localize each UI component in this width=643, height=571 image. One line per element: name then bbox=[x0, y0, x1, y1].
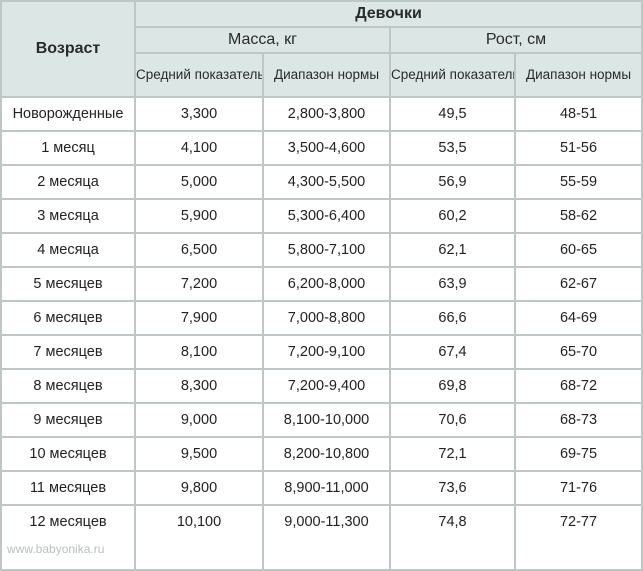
age-cell: 5 месяцев bbox=[0, 266, 136, 302]
table-body: Новорожденные 3,300 2,800-3,800 49,5 48-… bbox=[0, 96, 643, 571]
weight-range-cell: 8,100-10,000 bbox=[262, 402, 391, 438]
age-column-header: Возраст bbox=[0, 0, 136, 98]
weight-range-cell: 5,800-7,100 bbox=[262, 232, 391, 268]
table-row: 12 месяцев 10,100 9,000-11,300 74,8 72-7… bbox=[0, 504, 643, 571]
height-range-cell: 68-73 bbox=[514, 402, 643, 438]
table-row: 7 месяцев 8,100 7,200-9,100 67,4 65-70 bbox=[0, 334, 643, 370]
height-range-cell: 69-75 bbox=[514, 436, 643, 472]
weight-range-cell: 6,200-8,000 bbox=[262, 266, 391, 302]
height-average-cell: 49,5 bbox=[389, 96, 516, 132]
height-average-cell: 73,6 bbox=[389, 470, 516, 506]
age-cell: 6 месяцев bbox=[0, 300, 136, 336]
height-range-cell: 51-56 bbox=[514, 130, 643, 166]
height-range-cell: 58-62 bbox=[514, 198, 643, 234]
height-average-cell: 66,6 bbox=[389, 300, 516, 336]
height-range-cell: 68-72 bbox=[514, 368, 643, 404]
weight-average-cell: 5,900 bbox=[134, 198, 264, 234]
height-range-cell: 62-67 bbox=[514, 266, 643, 302]
height-range-cell: 71-76 bbox=[514, 470, 643, 506]
site-watermark: www.babyonika.ru bbox=[7, 542, 105, 556]
weight-average-cell: 6,500 bbox=[134, 232, 264, 268]
height-range-cell: 72-77 bbox=[514, 504, 643, 571]
weight-range-cell: 4,300-5,500 bbox=[262, 164, 391, 200]
height-average-cell: 60,2 bbox=[389, 198, 516, 234]
table-row: 10 месяцев 9,500 8,200-10,800 72,1 69-75 bbox=[0, 436, 643, 472]
height-group-header: Рост, см bbox=[389, 26, 643, 54]
age-cell: Новорожденные bbox=[0, 96, 136, 132]
weight-average-cell: 7,900 bbox=[134, 300, 264, 336]
height-range-cell: 65-70 bbox=[514, 334, 643, 370]
table-row: 1 месяц 4,100 3,500-4,600 53,5 51-56 bbox=[0, 130, 643, 166]
age-cell: 3 месяца bbox=[0, 198, 136, 234]
weight-average-header: Средний показатель bbox=[134, 52, 264, 98]
weight-range-cell: 7,200-9,400 bbox=[262, 368, 391, 404]
weight-average-cell: 10,100 bbox=[134, 504, 264, 571]
table-row: 6 месяцев 7,900 7,000-8,800 66,6 64-69 bbox=[0, 300, 643, 336]
weight-average-cell: 4,100 bbox=[134, 130, 264, 166]
table-row: 2 месяца 5,000 4,300-5,500 56,9 55-59 bbox=[0, 164, 643, 200]
table-row: 8 месяцев 8,300 7,200-9,400 69,8 68-72 bbox=[0, 368, 643, 404]
weight-average-cell: 8,300 bbox=[134, 368, 264, 404]
weight-average-cell: 3,300 bbox=[134, 96, 264, 132]
height-range-header: Диапазон нормы bbox=[514, 52, 643, 98]
age-cell: 12 месяцев bbox=[0, 504, 136, 571]
height-average-cell: 74,8 bbox=[389, 504, 516, 571]
age-cell: 1 месяц bbox=[0, 130, 136, 166]
weight-average-cell: 9,500 bbox=[134, 436, 264, 472]
height-average-cell: 63,9 bbox=[389, 266, 516, 302]
height-average-cell: 70,6 bbox=[389, 402, 516, 438]
weight-range-cell: 3,500-4,600 bbox=[262, 130, 391, 166]
weight-range-cell: 9,000-11,300 bbox=[262, 504, 391, 571]
weight-range-cell: 8,900-11,000 bbox=[262, 470, 391, 506]
height-average-cell: 67,4 bbox=[389, 334, 516, 370]
height-average-cell: 72,1 bbox=[389, 436, 516, 472]
height-range-cell: 60-65 bbox=[514, 232, 643, 268]
height-average-cell: 62,1 bbox=[389, 232, 516, 268]
height-range-cell: 55-59 bbox=[514, 164, 643, 200]
weight-range-cell: 7,200-9,100 bbox=[262, 334, 391, 370]
age-cell: 9 месяцев bbox=[0, 402, 136, 438]
table-row: 4 месяца 6,500 5,800-7,100 62,1 60-65 bbox=[0, 232, 643, 268]
weight-average-cell: 8,100 bbox=[134, 334, 264, 370]
weight-average-cell: 7,200 bbox=[134, 266, 264, 302]
height-average-cell: 53,5 bbox=[389, 130, 516, 166]
table-row: 11 месяцев 9,800 8,900-11,000 73,6 71-76 bbox=[0, 470, 643, 506]
weight-range-cell: 7,000-8,800 bbox=[262, 300, 391, 336]
age-cell: 2 месяца bbox=[0, 164, 136, 200]
height-average-header: Средний показатель bbox=[389, 52, 516, 98]
age-cell: 8 месяцев bbox=[0, 368, 136, 404]
table-row: 5 месяцев 7,200 6,200-8,000 63,9 62-67 bbox=[0, 266, 643, 302]
age-cell: 7 месяцев bbox=[0, 334, 136, 370]
table-row: 9 месяцев 9,000 8,100-10,000 70,6 68-73 bbox=[0, 402, 643, 438]
weight-average-cell: 9,800 bbox=[134, 470, 264, 506]
weight-average-cell: 9,000 bbox=[134, 402, 264, 438]
table-row: 3 месяца 5,900 5,300-6,400 60,2 58-62 bbox=[0, 198, 643, 234]
girls-group-header: Девочки bbox=[134, 0, 643, 28]
table-row: Новорожденные 3,300 2,800-3,800 49,5 48-… bbox=[0, 96, 643, 132]
age-cell: 10 месяцев bbox=[0, 436, 136, 472]
weight-average-cell: 5,000 bbox=[134, 164, 264, 200]
weight-group-header: Масса, кг bbox=[134, 26, 391, 54]
age-cell: 4 месяца bbox=[0, 232, 136, 268]
height-range-cell: 64-69 bbox=[514, 300, 643, 336]
height-average-cell: 69,8 bbox=[389, 368, 516, 404]
weight-range-cell: 8,200-10,800 bbox=[262, 436, 391, 472]
height-range-cell: 48-51 bbox=[514, 96, 643, 132]
weight-range-cell: 5,300-6,400 bbox=[262, 198, 391, 234]
weight-range-cell: 2,800-3,800 bbox=[262, 96, 391, 132]
age-cell: 11 месяцев bbox=[0, 470, 136, 506]
height-average-cell: 56,9 bbox=[389, 164, 516, 200]
weight-range-header: Диапазон нормы bbox=[262, 52, 391, 98]
